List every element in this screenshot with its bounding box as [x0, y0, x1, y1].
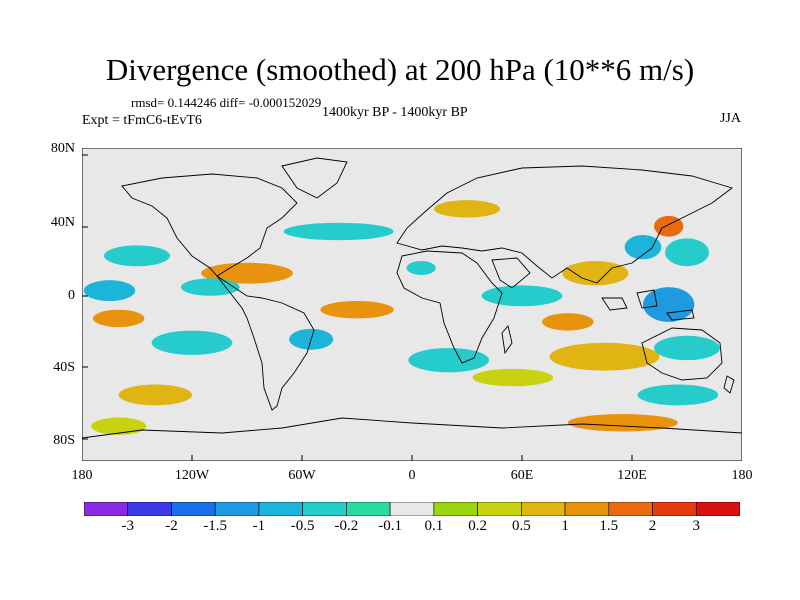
contour-region-18: [654, 335, 720, 361]
contour-region-14: [151, 330, 233, 355]
colorbar-label: 3: [692, 518, 701, 534]
stats-line: rmsd= 0.144246 diff= -0.000152029: [131, 95, 322, 110]
colorbar-label: 2: [648, 518, 657, 534]
colorbar-box-9: [477, 502, 522, 516]
colorbar-box-7: [389, 502, 435, 516]
colorbar-box-6: [346, 502, 391, 516]
colorbar-box-1: [127, 502, 172, 516]
contour-region-1: [643, 287, 695, 322]
colorbar-box-10: [521, 502, 566, 516]
period-label: 1400kyr BP - 1400kyr BP: [322, 105, 468, 120]
lat-label-40s: 40S: [53, 360, 75, 375]
contour-region-6: [481, 285, 563, 307]
contour-region-25: [91, 417, 147, 435]
page-title: Divergence (smoothed) at 200 hPa (10**6 …: [105, 52, 695, 87]
lat-label-40n: 40N: [50, 215, 75, 230]
lon-label-180e: 180: [731, 468, 753, 483]
season-label: JJA: [719, 111, 741, 126]
contour-region-7: [542, 313, 594, 331]
lon-label-120e: 120E: [617, 468, 647, 483]
colorbar-box-11: [564, 502, 610, 516]
lon-label-180w: 180: [71, 468, 93, 483]
divergence-map: [82, 148, 742, 461]
contour-region-10: [93, 309, 145, 328]
experiment-label: Expt = tFmC6-tEvT6: [82, 113, 202, 128]
contour-region-20: [637, 384, 719, 406]
contour-region-4: [665, 238, 709, 267]
colorbar-box-12: [608, 502, 653, 516]
colorbar-label: 0.5: [511, 518, 531, 534]
divergence-contours: [83, 200, 720, 435]
contour-region-24: [434, 200, 500, 218]
lat-label-80n: 80N: [50, 141, 75, 156]
colorbar-label: 1.5: [599, 518, 619, 534]
map-ticks: [82, 154, 633, 461]
contour-region-0: [406, 261, 436, 275]
colorbar-box-2: [171, 502, 216, 516]
lon-label-0: 0: [408, 468, 416, 483]
colorbar-box-14: [695, 502, 740, 516]
contour-region-21: [118, 384, 192, 406]
colorbar-box-5: [302, 502, 347, 516]
colorbar-label: 1: [561, 518, 569, 534]
colorbar-box-4: [258, 502, 303, 516]
colorbar-label: -1: [252, 518, 266, 534]
lat-label-eq: 0: [68, 288, 75, 303]
contour-region-11: [104, 245, 170, 267]
contour-region-8: [320, 301, 394, 319]
colorbar: [84, 502, 740, 516]
colorbar-label: 0.1: [424, 518, 444, 534]
contour-region-16: [408, 347, 489, 373]
contour-region-12: [181, 278, 240, 296]
coastlines: [82, 157, 742, 439]
colorbar-label: -1.5: [203, 518, 228, 534]
contour-region-2: [624, 234, 662, 260]
colorbar-box-13: [652, 502, 697, 516]
colorbar-label: -0.5: [290, 518, 315, 534]
contour-region-22: [567, 414, 678, 432]
colorbar-box-0: [84, 502, 129, 516]
contour-region-3: [654, 215, 684, 237]
contour-region-13: [83, 280, 136, 302]
lon-label-120w: 120W: [174, 468, 210, 483]
colorbar-box-8: [433, 502, 478, 516]
colorbar-label: -2: [165, 518, 178, 534]
colorbar-box-3: [214, 502, 260, 516]
map-background: [82, 148, 742, 461]
lat-label-80s: 80S: [53, 433, 75, 448]
contour-region-23: [283, 222, 394, 241]
lon-label-60w: 60W: [288, 468, 316, 483]
lon-label-60e: 60E: [510, 468, 534, 483]
contour-region-9: [201, 262, 293, 284]
colorbar-label: -3: [121, 518, 134, 534]
colorbar-label: -0.2: [334, 518, 359, 534]
contour-region-19: [472, 368, 554, 387]
colorbar-label: 0.2: [468, 518, 487, 534]
contour-region-5: [562, 261, 629, 286]
colorbar-label: -0.1: [378, 518, 402, 534]
contour-region-17: [549, 342, 660, 371]
